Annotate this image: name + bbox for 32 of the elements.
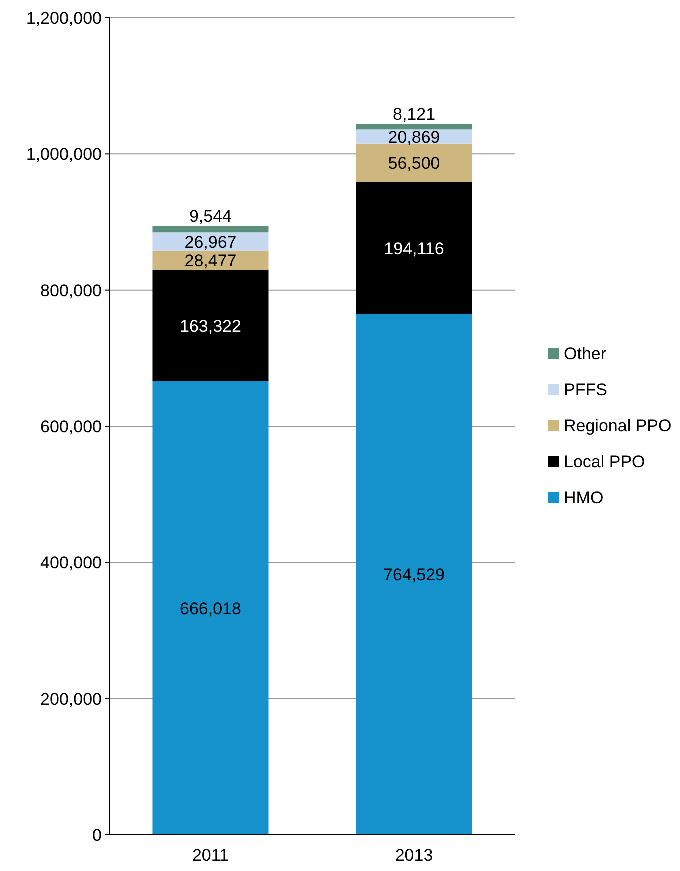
data-label: 20,869	[388, 128, 440, 147]
y-tick-label: 1,200,000	[26, 9, 102, 28]
legend-label: Regional PPO	[564, 416, 672, 436]
bar	[152, 226, 269, 233]
legend-label: Local PPO	[564, 452, 646, 472]
y-tick-label: 1,000,000	[26, 145, 102, 164]
data-label: 666,018	[180, 599, 242, 618]
data-label: 8,121	[392, 105, 436, 124]
y-tick-label: 800,000	[40, 281, 102, 300]
bar	[356, 182, 472, 314]
y-tick-label: 200,000	[40, 690, 102, 709]
bar	[152, 250, 269, 270]
legend-label: PFFS	[564, 380, 608, 400]
data-label: 9,544	[189, 207, 232, 226]
bar	[356, 144, 472, 182]
bar	[152, 382, 269, 835]
legend-label: Other	[564, 344, 607, 364]
data-label: 194,116	[384, 239, 444, 258]
data-label: 764,529	[384, 566, 445, 585]
data-label: 163,322	[180, 316, 242, 336]
y-tick-label: 600,000	[40, 418, 102, 436]
y-tick-label: 0	[92, 826, 102, 845]
y-tick-label: 400,000	[40, 554, 102, 573]
x-tick-label: 2013	[395, 846, 434, 865]
x-tick-label: 2011	[192, 846, 230, 865]
legend-label: HMO	[564, 488, 604, 508]
data-label: 26,967	[184, 232, 237, 252]
bar	[152, 270, 269, 382]
bar	[356, 124, 472, 130]
data-label: 56,500	[388, 154, 440, 174]
data-label: 28,477	[184, 252, 237, 271]
bar	[356, 314, 472, 835]
